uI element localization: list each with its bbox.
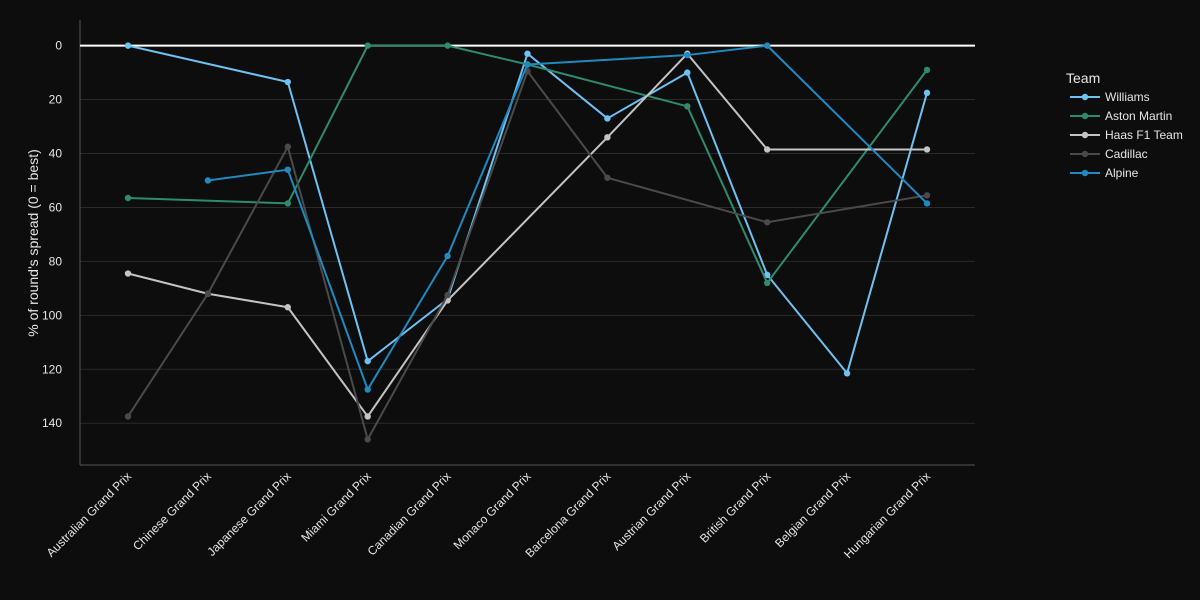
data-point[interactable] (604, 174, 611, 181)
legend-item[interactable]: Alpine (1070, 166, 1139, 180)
y-tick-labels: 0 20 40 60 80 100 120 140 (42, 39, 62, 431)
data-point[interactable] (604, 115, 611, 122)
series-line (127, 44, 928, 375)
legend-label: Williams (1105, 90, 1150, 104)
legend-title: Team (1066, 70, 1100, 86)
y-tick-label: 100 (42, 308, 62, 322)
data-point[interactable] (764, 279, 771, 287)
legend-label: Aston Martin (1105, 109, 1172, 123)
data-point[interactable] (124, 42, 132, 49)
data-point[interactable] (364, 413, 371, 420)
legend-item[interactable]: Williams (1070, 90, 1150, 104)
legend-items: Williams Aston Martin Haas F1 Team Cadillac… (1070, 90, 1183, 180)
series-alpine (204, 42, 931, 393)
data-point[interactable] (124, 413, 132, 420)
axes (79, 20, 975, 466)
data-point[interactable] (524, 50, 531, 57)
data-point[interactable] (764, 219, 771, 226)
y-tick-label: 60 (49, 200, 63, 214)
y-tick-label: 0 (55, 39, 62, 53)
series-line (207, 44, 928, 391)
series-cadillac (124, 68, 931, 443)
legend-swatch-marker (1081, 150, 1089, 158)
legend-swatch-marker (1081, 112, 1089, 120)
legend-label: Alpine (1105, 166, 1139, 180)
data-point[interactable] (284, 166, 291, 173)
data-point[interactable] (444, 252, 451, 260)
data-point[interactable] (124, 194, 132, 202)
y-tick-label: 120 (42, 362, 62, 376)
data-point[interactable] (684, 69, 691, 76)
legend-item[interactable]: Haas F1 Team (1070, 128, 1183, 142)
data-point[interactable] (444, 291, 451, 299)
legend-swatch-marker (1081, 131, 1089, 139)
legend-swatch-marker (1081, 93, 1089, 101)
y-tick-label: 140 (42, 416, 62, 430)
data-point[interactable] (923, 192, 931, 199)
legend: Team Williams Aston Martin Haas F1 Team Cad… (1066, 70, 1183, 180)
data-point[interactable] (843, 370, 851, 377)
data-point[interactable] (923, 89, 931, 97)
legend-label: Cadillac (1105, 147, 1148, 161)
data-point[interactable] (364, 42, 371, 49)
y-tick-label: 40 (49, 147, 63, 161)
y-axis-title: % of round's spread (0 = best) (25, 149, 41, 337)
data-point[interactable] (604, 134, 611, 141)
series-layer (124, 42, 931, 443)
y-tick-label: 20 (49, 93, 63, 107)
data-point[interactable] (764, 146, 771, 153)
data-point[interactable] (284, 200, 291, 207)
series-williams (124, 42, 931, 377)
legend-swatch-marker (1081, 169, 1089, 177)
data-point[interactable] (364, 386, 371, 393)
legend-item[interactable]: Cadillac (1070, 147, 1148, 161)
series-line (127, 44, 928, 284)
data-point[interactable] (124, 270, 132, 277)
data-point[interactable] (284, 304, 291, 311)
data-point[interactable] (284, 78, 291, 86)
data-point[interactable] (364, 357, 371, 365)
data-point[interactable] (764, 271, 771, 279)
data-point[interactable] (764, 42, 771, 49)
y-tick-label: 80 (49, 254, 63, 268)
grid-lines (80, 99, 975, 424)
data-point[interactable] (284, 143, 291, 150)
data-point[interactable] (524, 61, 531, 68)
data-point[interactable] (444, 42, 451, 49)
data-point[interactable] (684, 51, 691, 59)
legend-item[interactable]: Aston Martin (1070, 109, 1172, 123)
data-point[interactable] (923, 66, 931, 74)
data-point[interactable] (364, 436, 371, 443)
legend-label: Haas F1 Team (1105, 128, 1183, 142)
data-point[interactable] (204, 177, 212, 184)
data-point[interactable] (684, 103, 691, 110)
data-point[interactable] (204, 290, 212, 297)
data-point[interactable] (923, 146, 931, 153)
data-point[interactable] (923, 200, 931, 207)
